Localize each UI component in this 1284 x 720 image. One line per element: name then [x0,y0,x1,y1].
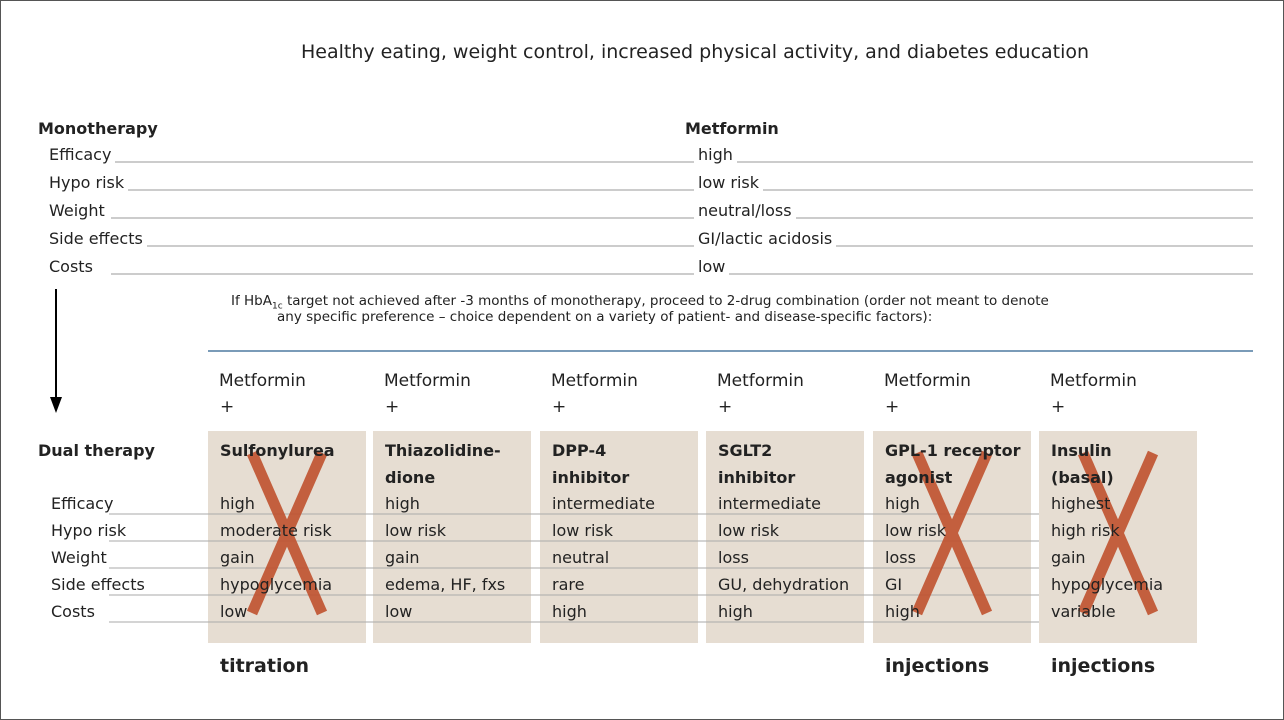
cross [1077,450,1159,616]
row-label: Costs [49,259,97,275]
row-label: Side effects [49,231,147,247]
drug-value: loss [718,548,749,567]
drug-value: GU, dehydration [718,575,850,594]
drug-value: intermediate [718,494,821,513]
drug-value: hypoglycemia [220,575,333,594]
note-text: target not achieved after -3 months of m… [282,293,1049,309]
note: If HbA1c target not achieved after -3 mo… [231,293,1049,312]
drug-value: edema, HF, fxs [385,575,506,594]
drug-value: gain [220,548,255,567]
drug-name: (basal) [1051,468,1114,487]
footer: titration [220,655,310,677]
base-drug: Metformin [717,371,804,391]
drug-name: GPL-1 receptor [885,441,1021,460]
cross-stroke [246,450,328,616]
drug-name: DPP-4 [552,441,607,460]
drug-value: loss [885,548,916,567]
row-label: Costs [51,602,95,621]
cross-stroke [911,450,993,616]
drug-value: high [718,602,753,621]
mono-value: neutral/loss [694,203,796,219]
row-label: Side effects [51,575,145,594]
drug-name: inhibitor [552,468,630,487]
drug-value: intermediate [552,494,655,513]
drug-value: neutral [552,548,610,567]
drug-value: highest [1051,494,1111,513]
row-label: Efficacy [49,147,116,163]
drug-box [540,431,698,643]
base-drug: Metformin [219,371,306,391]
drug-value: gain [1051,548,1086,567]
mono-value: low risk [694,175,764,191]
plus: + [552,397,567,417]
drug-value: low [220,602,248,621]
note-text: 1c [271,301,283,312]
mono-value: low [694,259,730,275]
row-label: Hypo risk [51,521,127,540]
base-drug: Metformin [384,371,471,391]
drug-value: high [552,602,587,621]
plus: + [385,397,400,417]
drug-name: Sulfonylurea [220,441,335,460]
dual-label: Dual therapy [38,441,155,460]
drug-name: Thiazolidine- [385,441,501,460]
drug-name: dione [385,468,436,487]
drug-name: Insulin [1051,441,1112,460]
cross-stroke [1077,450,1159,616]
note-text: If HbA [231,293,272,309]
plus: + [718,397,733,417]
drug-value: low risk [718,521,780,540]
drug-value: high [885,602,920,621]
base-drug: Metformin [551,371,638,391]
row-label: Efficacy [51,494,114,513]
drug-value: rare [552,575,585,594]
arrow-head [50,397,62,413]
drug-value: hypoglycemia [1051,575,1164,594]
row-label: Hypo risk [49,175,129,191]
drug-value: GI [885,575,903,594]
plus: + [1051,397,1066,417]
drug-value: low [385,602,413,621]
drug-box [706,431,864,643]
base-drug: Metformin [884,371,971,391]
drug-name: inhibitor [718,468,796,487]
drug-value: low risk [552,521,614,540]
drug-value: gain [385,548,420,567]
drug-value: high [885,494,920,513]
cross [911,450,993,616]
drug-box [373,431,531,643]
mono-value: high [694,147,737,163]
drug-value: moderate risk [220,521,332,540]
base-drug: Metformin [1050,371,1137,391]
drug-value: low risk [885,521,947,540]
mono-drug: Metformin [685,119,779,138]
row-label: Weight [51,548,107,567]
note-text: any specific preference – choice depende… [277,309,933,325]
drug-value: high [385,494,420,513]
mono-label: Monotherapy [38,119,158,138]
title: Healthy eating, weight control, increase… [301,41,1090,63]
drug-value: high [220,494,255,513]
cross [246,450,328,616]
mono-value: GI/lactic acidosis [694,231,837,247]
drug-name: SGLT2 [718,441,773,460]
drug-value: variable [1051,602,1116,621]
drug-value: high risk [1051,521,1120,540]
row-label: Weight [49,203,109,219]
drug-name: agonist [885,468,953,487]
footer: injections [1051,655,1156,677]
footer: injections [885,655,990,677]
plus: + [885,397,900,417]
plus: + [220,397,235,417]
drug-value: low risk [385,521,447,540]
